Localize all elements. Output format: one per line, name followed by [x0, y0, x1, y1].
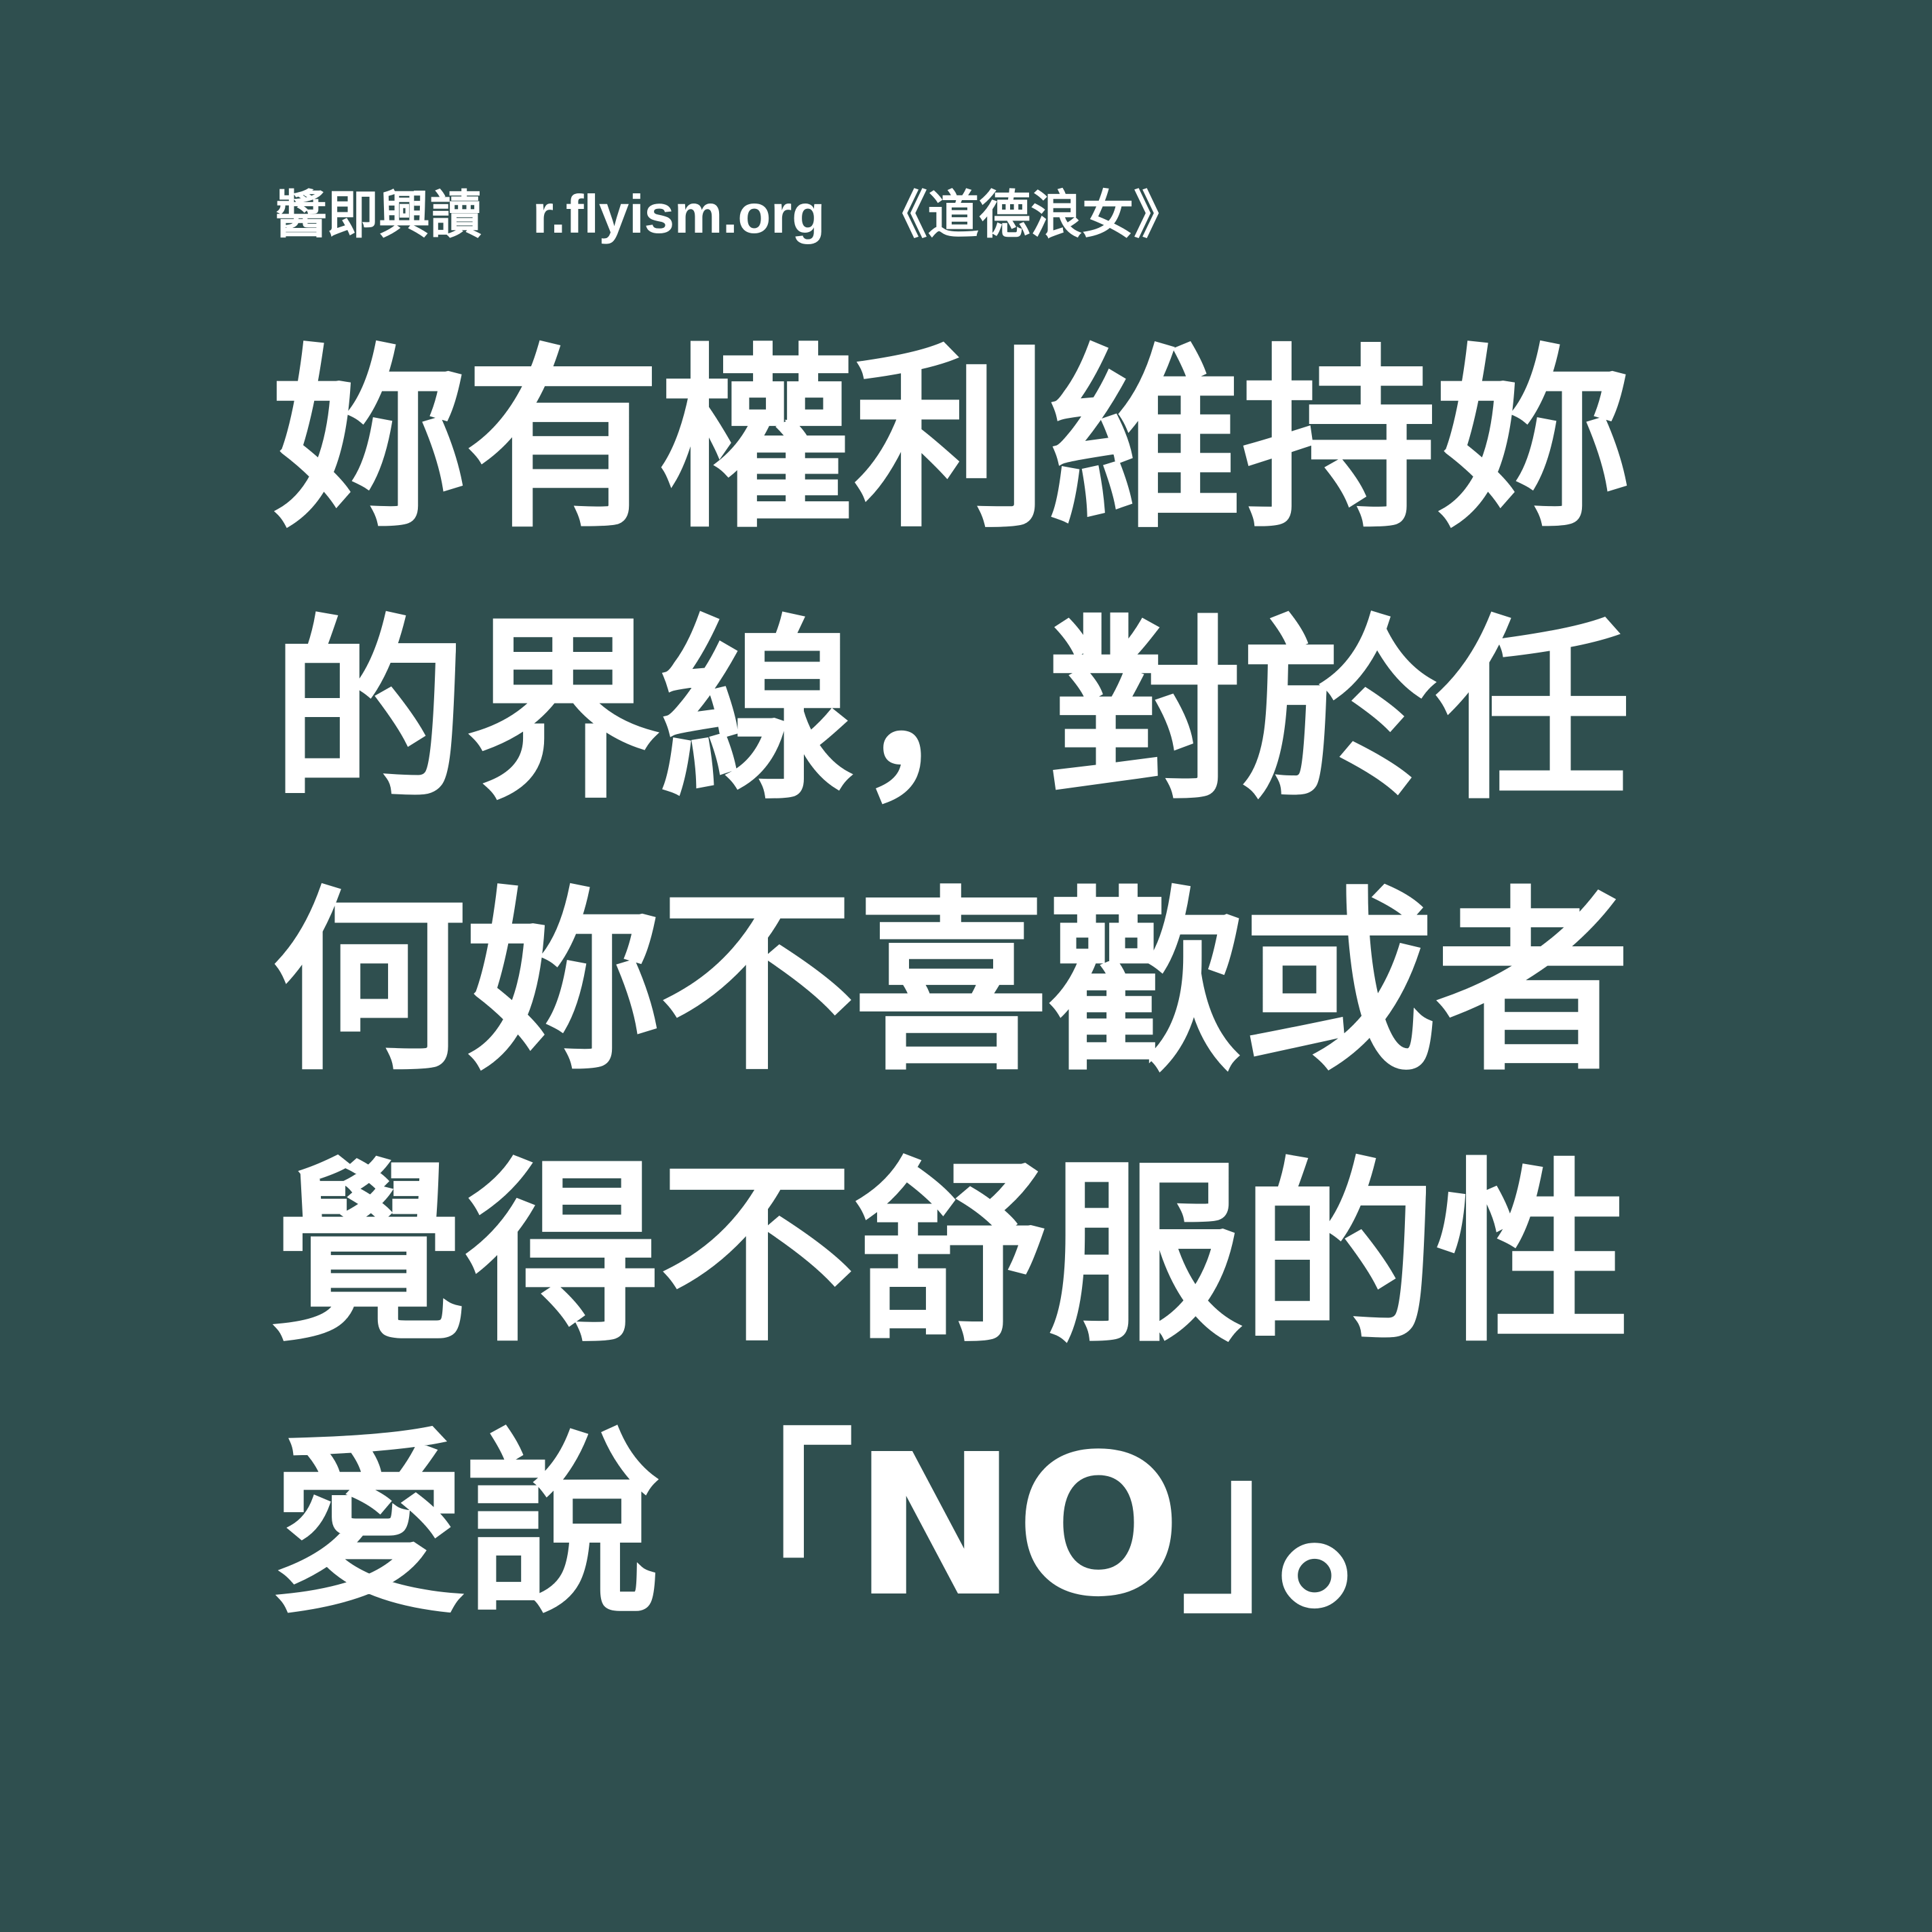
brand-name: 醬即興讀: [275, 185, 482, 245]
quote-line: 愛說「NO」。: [271, 1412, 1472, 1640]
quote-line: 的界線，對於任: [271, 598, 1631, 826]
book-title: 《道德浪女》: [876, 185, 1186, 245]
quote-block: 妳有權利維持妳 的界線，對於任 何妳不喜歡或者 覺得不舒服的性 愛說「NO」。: [271, 326, 1631, 1682]
header: 醬即興讀 r.flyism.org 《道德浪女》: [275, 182, 1185, 247]
quote-line: 何妳不喜歡或者: [271, 870, 1631, 1097]
quote-line: 覺得不舒服的性: [271, 1141, 1631, 1368]
site-url: r.flyism.org: [532, 184, 826, 244]
quote-line: 妳有權利維持妳: [271, 327, 1631, 554]
